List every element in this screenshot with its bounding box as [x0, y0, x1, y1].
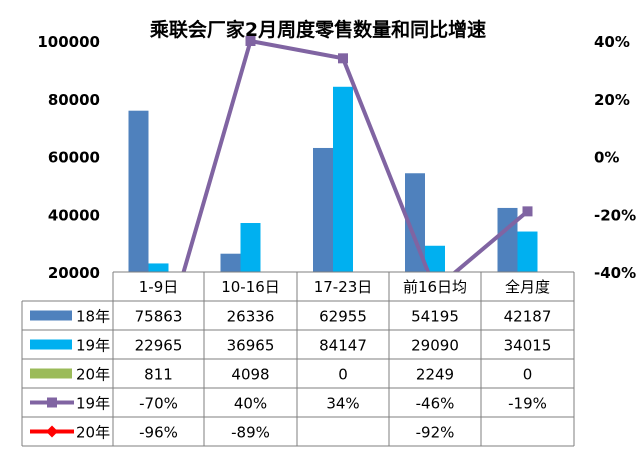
- bar-19年-17-23日: [333, 86, 353, 272]
- right-axis-tick-label: -20%: [594, 206, 636, 224]
- line-marker: [245, 36, 256, 46]
- bar-18年-1-9日: [128, 110, 149, 272]
- left-axis-tick-label: 100000: [37, 33, 100, 51]
- right-axis-tick-label: 40%: [594, 33, 630, 51]
- table-value-cell: -92%: [416, 424, 455, 442]
- right-axis-tick-label: -40%: [594, 264, 636, 282]
- bar-18年-17-23日: [313, 147, 333, 272]
- legend-swatch: [30, 310, 72, 321]
- bars-layer: [128, 86, 538, 272]
- table-value-cell: 29090: [411, 337, 459, 355]
- table-header-cell: 17-23日: [314, 278, 373, 296]
- bar-19年-10-16日: [240, 223, 261, 272]
- table-value-cell: -89%: [231, 424, 270, 442]
- table-value-cell: -46%: [416, 395, 455, 413]
- table-value-cell: 84147: [319, 337, 367, 355]
- data-table: 1-9日 10-16日 17-23日 前16日均 全月度 18年 75863 26336 629…: [21, 271, 575, 447]
- table-value-cell: -19%: [508, 395, 547, 413]
- bar-18年-全月度: [497, 207, 518, 272]
- bar-19年-1-9日: [148, 263, 169, 272]
- chart-title: 乘联会厂家2月周度零售数量和同比增速: [149, 18, 486, 41]
- table-value-cell: 4098: [231, 366, 269, 384]
- table-value-cell: 26336: [227, 308, 275, 326]
- table-value-cell: 75863: [135, 308, 183, 326]
- legend-marker: [47, 397, 57, 408]
- bar-18年-10-16日: [220, 253, 241, 272]
- table-value-cell: -70%: [139, 395, 178, 413]
- table-header-cell: 全月度: [505, 278, 550, 296]
- line-marker: [338, 53, 348, 64]
- right-axis-tick-label: 0%: [594, 149, 619, 167]
- table-value-cell: 34015: [504, 337, 552, 355]
- table-value-cell: 34%: [326, 395, 359, 413]
- left-axis-tick-label: 20000: [48, 264, 100, 282]
- table-value-cell: 2249: [416, 366, 454, 384]
- table-header-cell: 前16日均: [403, 278, 467, 296]
- table-header-cell: 10-16日: [221, 278, 280, 296]
- legend-swatch: [30, 368, 72, 379]
- left-axis-tick-label: 80000: [48, 91, 100, 109]
- table-value-cell: 0: [523, 366, 533, 384]
- legend-marker: [46, 425, 58, 438]
- table-value-cell: 42187: [504, 308, 552, 326]
- legend-label: 19年: [76, 395, 110, 413]
- legend-label: 20年: [76, 424, 110, 442]
- table-value-cell: 54195: [411, 308, 459, 326]
- left-axis-tick-label: 60000: [48, 149, 100, 167]
- table-value-cell: 62955: [319, 308, 367, 326]
- bar-19年-全月度: [517, 231, 538, 272]
- table-header-cell: 1-9日: [139, 278, 179, 296]
- bar-19年-前16日均: [425, 245, 445, 272]
- lines-layer: [181, 36, 533, 272]
- table-value-cell: -96%: [139, 424, 178, 442]
- table-value-cell: 36965: [227, 337, 275, 355]
- left-axis: 20000 40000 60000 80000 100000: [37, 33, 100, 282]
- table-value-cell: 0: [338, 366, 348, 384]
- legend-label: 18年: [76, 308, 110, 326]
- table-value-cell: 811: [144, 366, 173, 384]
- left-axis-tick-label: 40000: [48, 206, 100, 224]
- table-value-cell: 40%: [234, 395, 267, 413]
- legend-label: 20年: [76, 366, 110, 384]
- right-axis-tick-label: 20%: [594, 91, 630, 109]
- legend-label: 19年: [76, 337, 110, 355]
- table-value-cell: 22965: [135, 337, 183, 355]
- right-axis: -40% -20% 0% 20% 40%: [594, 33, 636, 282]
- legend-swatch: [30, 339, 72, 350]
- line-marker: [522, 206, 533, 217]
